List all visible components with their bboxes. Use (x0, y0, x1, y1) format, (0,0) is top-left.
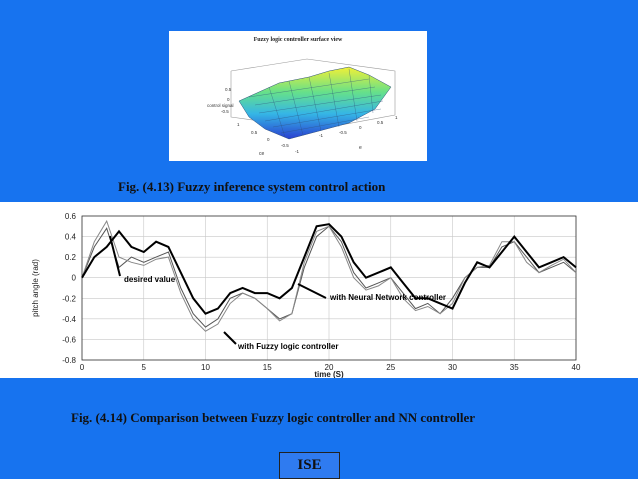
y-tick-label: 0.2 (65, 253, 77, 262)
y-tick-label: -0.2 (62, 294, 76, 303)
y-tick-label: 0.6 (65, 212, 77, 221)
x-tick-label: 35 (510, 363, 519, 372)
surface-title: Fuzzy logic controller surface view (253, 37, 343, 43)
y-tick-label: 0.4 (65, 233, 77, 242)
chart-ticks: 0 5 10 15 20 25 30 35 40 0.6 0.4 0.2 0 -0.2 -0.4 -0.6 -0… (31, 212, 581, 378)
fuzzy-surface-figure: Fuzzy logic controller surface view (169, 31, 427, 161)
y-tick: 1 (395, 115, 398, 120)
y-tick-label: 0 (72, 274, 77, 283)
surface-mesh (238, 66, 392, 140)
x-tick: 0 (267, 137, 270, 142)
y-tick-label: -0.6 (62, 335, 76, 344)
x-tick: -0.5 (281, 143, 289, 148)
ise-footer-label: ISE (279, 452, 340, 479)
series-line (81, 223, 577, 315)
surface-xlabel: ce (259, 151, 265, 157)
x-tick-label: 5 (142, 363, 147, 372)
comparison-line-chart: 0 5 10 15 20 25 30 35 40 0.6 0.4 0.2 0 -0.2 -0.4 -0.6 -0… (31, 212, 581, 378)
y-tick: -1 (319, 133, 323, 138)
y-tick-label: -0.4 (62, 315, 76, 324)
y-axis-label: pitch angle (rad) (31, 259, 40, 317)
chart-annotations: desired value with Neural Network control… (109, 235, 446, 351)
annotation-label: desired value (124, 275, 176, 284)
series-line (81, 219, 577, 332)
annotation-label: with Fuzzy logic controller (237, 342, 338, 351)
plot-frame (81, 215, 577, 361)
x-tick-label: 25 (386, 363, 395, 372)
caption-fig-4-13: Fig. (4.13) Fuzzy inference system contr… (118, 179, 386, 194)
x-tick-label: 0 (80, 363, 85, 372)
x-axis-label: time (S) (314, 370, 344, 378)
z-tick: 0.5 (225, 87, 232, 92)
x-tick-label: 40 (572, 363, 581, 372)
y-tick: -0.5 (339, 130, 347, 135)
x-tick: 1 (237, 122, 240, 127)
surface-ylabel: e (359, 145, 362, 151)
y-tick: 0.5 (377, 120, 384, 125)
annotation-label: with Neural Network controller (329, 293, 446, 302)
y-tick: 0 (359, 125, 362, 130)
surface-box (230, 58, 396, 130)
x-tick-label: 10 (201, 363, 210, 372)
annotation-arrow (109, 235, 121, 277)
x-tick-label: 20 (325, 363, 334, 372)
x-tick-label: 30 (448, 363, 457, 372)
annotation-arrow (223, 331, 237, 345)
y-tick-label: -0.8 (62, 356, 76, 365)
chart-series (81, 219, 577, 332)
surface-plot: control signal 0.5 0 -0.5 1 0.5 0 -0.5 -… (207, 58, 398, 157)
x-tick: -1 (295, 149, 299, 154)
z-tick: 0 (227, 97, 230, 102)
surface-zlabel: control signal (207, 103, 234, 108)
caption-fig-4-14: Fig. (4.14) Comparison between Fuzzy log… (71, 410, 476, 425)
z-tick: -0.5 (221, 109, 229, 114)
annotation-arrow (297, 283, 327, 299)
x-tick: 0.5 (251, 130, 258, 135)
surface-grid (248, 68, 384, 138)
x-tick-label: 15 (263, 363, 272, 372)
chart-grid (81, 215, 577, 361)
comparison-chart-band: 0 5 10 15 20 25 30 35 40 0.6 0.4 0.2 0 -0.2 -0.4 -0.6 -0… (0, 202, 638, 378)
